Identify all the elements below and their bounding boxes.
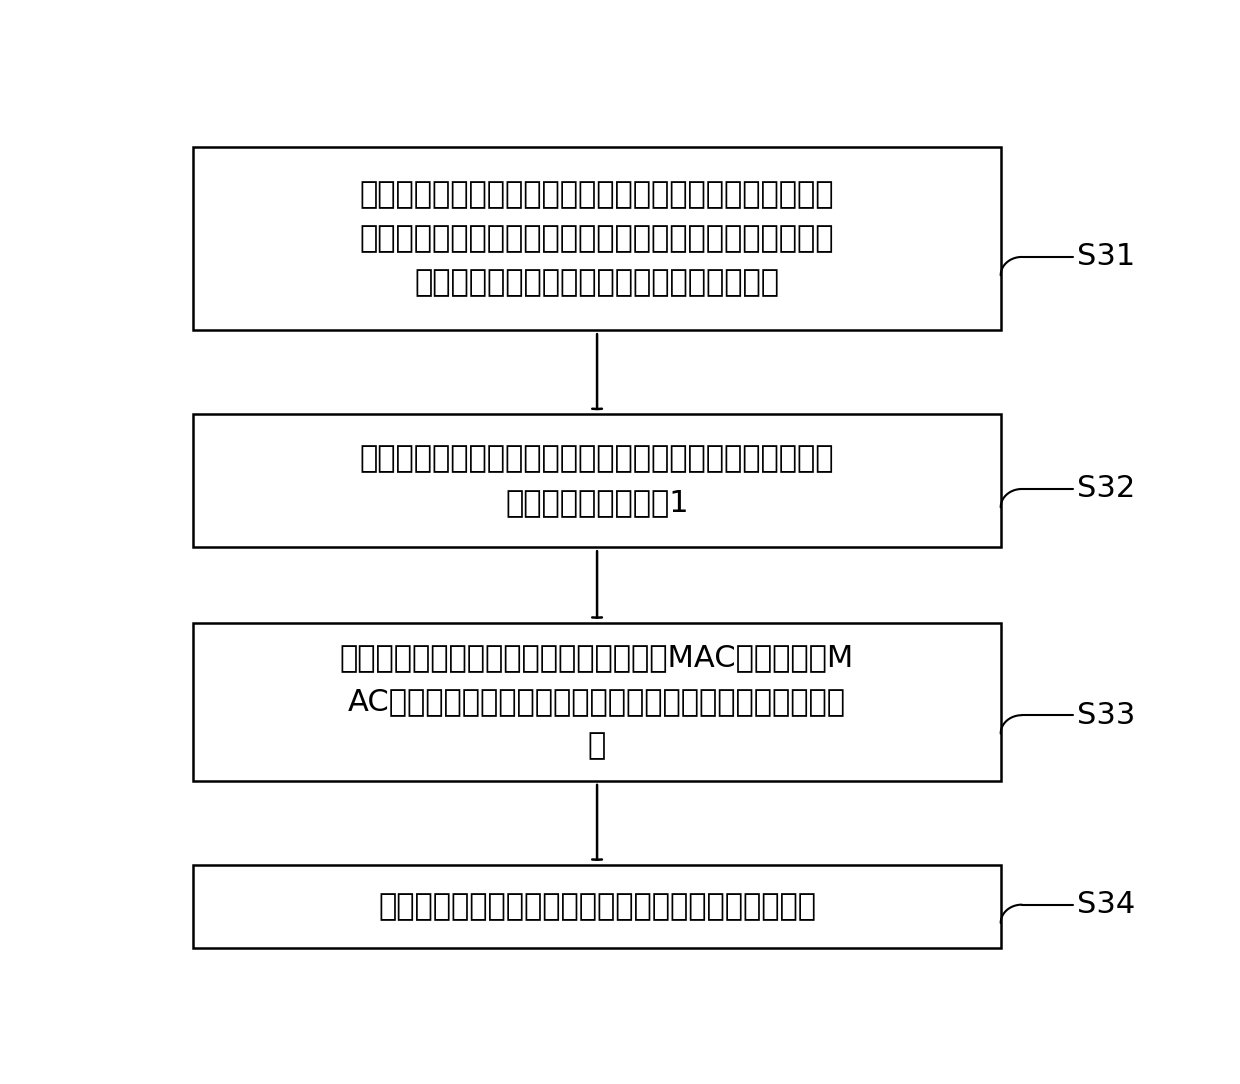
- FancyBboxPatch shape: [193, 865, 1001, 948]
- FancyBboxPatch shape: [193, 622, 1001, 782]
- FancyBboxPatch shape: [193, 146, 1001, 331]
- Text: S32: S32: [1076, 475, 1135, 503]
- Text: 根据所述解析结果调用并发送待运算数据到寄存器组，所述
寄存器组的组数大于1: 根据所述解析结果调用并发送待运算数据到寄存器组，所述 寄存器组的组数大于1: [360, 444, 835, 517]
- Text: S31: S31: [1076, 243, 1135, 271]
- Text: S34: S34: [1076, 890, 1135, 919]
- Text: 通过指令通道接收主处理器发送的向量扩展指令，解析所述
向量扩展指令，得到解析结果，其中，所述向量扩展指令由
所述主处理器根据待运算数据和预设函数生成: 通过指令通道接收主处理器发送的向量扩展指令，解析所述 向量扩展指令，得到解析结果…: [360, 180, 835, 297]
- Text: S33: S33: [1076, 700, 1135, 730]
- Text: 指示所述寄存器组发送所述待运算数据到MAC阵列，所述M
AC阵列用于对所述待运算数据进行矩阵运算，以得到运算结
果: 指示所述寄存器组发送所述待运算数据到MAC阵列，所述M AC阵列用于对所述待运算…: [340, 644, 854, 760]
- FancyBboxPatch shape: [193, 414, 1001, 547]
- Text: 指示所述寄存器组转发所述运算结果到存储器进行存储: 指示所述寄存器组转发所述运算结果到存储器进行存储: [378, 892, 816, 920]
